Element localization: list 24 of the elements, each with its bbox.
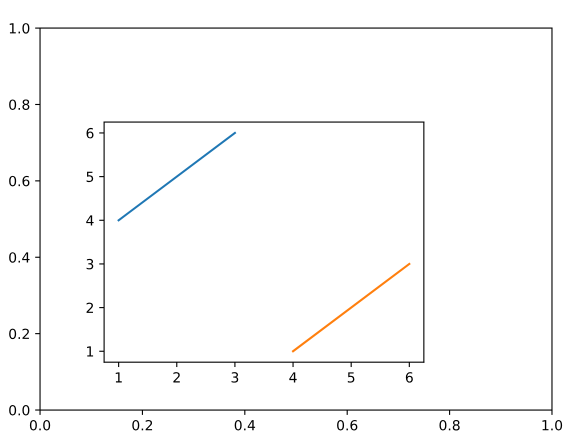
y-tick-label: 0.4 [9, 252, 30, 263]
x-tick-label: 0.8 [439, 420, 460, 430]
x-tick-label: 0.6 [337, 420, 358, 430]
y-tick-label: 5 [86, 172, 94, 182]
y-tick-label: 1 [87, 346, 94, 357]
x-tick-label: 1 [116, 372, 122, 382]
x-tick-label: 0.0 [30, 420, 50, 430]
y-tick-label: 4 [86, 215, 94, 226]
x-tick-label: 3 [232, 372, 238, 383]
y-tick-label: 6 [86, 128, 94, 138]
x-tick-label: 6 [406, 372, 413, 383]
x-tick-label: 4 [289, 372, 297, 382]
x-tick-label: 0.4 [234, 420, 256, 430]
y-tick-label: 1.0 [10, 23, 30, 34]
y-tick-label: 0.8 [9, 99, 30, 110]
y-tick-label: 0.6 [9, 176, 30, 186]
x-tick-label: 0.2 [132, 420, 152, 430]
y-tick-label: 2 [86, 302, 93, 313]
y-tick-label: 0.2 [9, 328, 29, 340]
y-tick-label: 3 [86, 258, 94, 270]
y-tick-label: 0.0 [9, 404, 30, 416]
x-tick-label: 2 [173, 372, 180, 382]
x-tick-label: 5 [348, 372, 354, 383]
x-tick-label: 1.0 [542, 420, 562, 430]
